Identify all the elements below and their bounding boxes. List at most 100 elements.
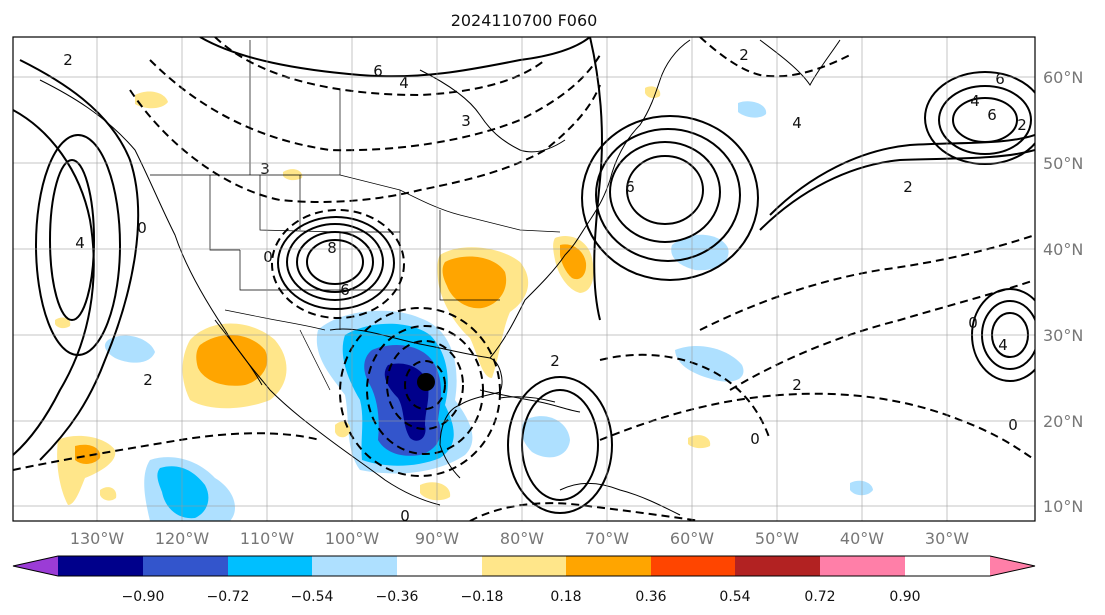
colorbar-segment: [735, 556, 820, 576]
contour-south-2: [469, 502, 701, 521]
map-panel: 2 6 4 2 6 4 2 6 4 3 0 0 3 6 8 6 2 4 0 2: [12, 36, 1036, 525]
pos-region-small-2: [100, 487, 117, 501]
contour-ne-atl-3: [924, 71, 1035, 165]
contour-gulf-low-1: [404, 360, 446, 410]
lon-tick-label: 130°W: [70, 529, 125, 548]
contour-atl-trough-3: [599, 392, 1035, 461]
colorbar-tick-label: −0.54: [291, 589, 334, 605]
lon-tick-label: 50°W: [755, 529, 799, 548]
colorbar-tick-label: −0.72: [207, 589, 250, 605]
coastline-cuba: [499, 396, 556, 403]
colorbar-tick-label: 0.90: [889, 589, 920, 605]
colorbar-segment: [482, 556, 566, 576]
pos-region-mexico-mid: [196, 334, 268, 386]
neg-region-pacific-mid: [157, 466, 209, 519]
colorbar-segment: [228, 556, 312, 576]
contour-trough-3: [149, 54, 601, 152]
coastline-baja: [214, 319, 263, 386]
colorbar-segment: [651, 556, 735, 576]
contour-label: 2: [739, 46, 749, 64]
contour-label: 2: [792, 376, 802, 394]
contour-gulf-low-4: [339, 307, 501, 477]
coastline-canada-east: [609, 39, 691, 181]
contour-atl-ridge-1: [759, 149, 1035, 231]
colorbar-tick-label: 0.54: [719, 589, 750, 605]
colorbar-extend-high: [990, 556, 1035, 576]
contour-gulf-low-2: [386, 340, 464, 430]
contour-label: 0: [1008, 416, 1018, 434]
lon-tick-label: 100°W: [325, 529, 380, 548]
contour-low-conus-5: [271, 209, 405, 319]
storm-center-marker: [417, 373, 435, 391]
border-state-2: [259, 175, 400, 233]
contour-w-pacific-1: [49, 159, 95, 321]
pos-region-pacific-s: [57, 435, 116, 505]
colorbar-segment: [820, 556, 905, 576]
colorbar-tick-label: 0.36: [635, 589, 666, 605]
colorbar-outline: [12, 555, 1036, 577]
contour-ne-1: [699, 37, 851, 78]
contour-low-conus-3: [286, 223, 384, 301]
contour-trough-2: [214, 37, 546, 97]
lon-tick-label: 70°W: [585, 529, 629, 548]
contour-label: 2: [550, 352, 560, 370]
contour-low-conus-4: [277, 216, 395, 310]
contour-low-conus-2: [296, 231, 374, 293]
contour-label: 0: [750, 430, 760, 448]
contour-nw-atl-3: [595, 128, 741, 262]
colorbar-tick-label: 0.72: [804, 589, 835, 605]
lon-tick-label: 80°W: [500, 529, 544, 548]
colorbar: −0.90 −0.72 −0.54 −0.36 −0.18 0.18 0.36 …: [12, 555, 1036, 605]
contour-label: 2: [903, 178, 913, 196]
contour-atl-trough-2: [729, 279, 1035, 391]
contour-label: 4: [970, 92, 980, 110]
contour-trough-1: [199, 37, 591, 78]
colorbar-segment: [397, 556, 482, 576]
neg-region-nw-atl: [671, 234, 729, 271]
pos-region-small-6: [55, 317, 71, 329]
border-state-6: [439, 210, 500, 301]
lon-tick-label: 40°W: [840, 529, 884, 548]
contour-ridge-west-1: [19, 59, 140, 461]
colorbar-tick-labels: −0.90 −0.72 −0.54 −0.36 −0.18 0.18 0.36 …: [122, 589, 921, 605]
contour-label: 0: [400, 507, 410, 525]
gridlines: [13, 37, 1035, 521]
contour-label: 4: [792, 114, 802, 132]
contour-label: 4: [75, 234, 85, 252]
contour-atl-trough-1: [699, 234, 1035, 331]
colorbar-tick-label: −0.90: [122, 589, 165, 605]
pos-region-alaska: [135, 91, 168, 109]
contour-ridge-west-2: [13, 109, 95, 456]
lon-tick-label: 30°W: [925, 529, 969, 548]
colorbar-segment: [58, 556, 143, 576]
lat-tick-label: 40°N: [1043, 240, 1083, 259]
lon-tick-label: 110°W: [240, 529, 295, 548]
lon-tick-label: 90°W: [415, 529, 459, 548]
colorbar-tick-label: 0.18: [550, 589, 581, 605]
colorbar-segment: [312, 556, 397, 576]
border-state-1: [209, 175, 240, 251]
pos-region-yuc: [420, 482, 451, 501]
pos-region-small-5: [283, 169, 303, 181]
contours: [13, 37, 1035, 521]
border-mexico-1: [299, 329, 331, 391]
lat-tick-label: 20°N: [1043, 412, 1083, 431]
contour-label: 2: [143, 371, 153, 389]
coastline-caribbean: [479, 389, 581, 413]
neg-region-carib: [521, 416, 570, 458]
colorbar-segment: [143, 556, 228, 576]
map-title: 2024110700 F060: [451, 11, 598, 30]
longitude-labels: 130°W 120°W 110°W 100°W 90°W 80°W 70°W 6…: [70, 529, 969, 548]
shaded-fields: [55, 86, 873, 521]
contour-label: 0: [137, 219, 147, 237]
border-us-mexico: [224, 309, 326, 331]
contour-label: 4: [998, 336, 1008, 354]
latitude-labels: 60°N 50°N 40°N 30°N 20°N 10°N: [1043, 68, 1083, 516]
contour-ne-atl-2: [938, 85, 1032, 155]
neg-region-west: [104, 335, 155, 363]
pos-region-pacific-s-mid: [75, 444, 101, 464]
lat-tick-label: 60°N: [1043, 68, 1083, 87]
contour-label: 3: [461, 112, 471, 130]
border-us-canada: [150, 174, 561, 233]
